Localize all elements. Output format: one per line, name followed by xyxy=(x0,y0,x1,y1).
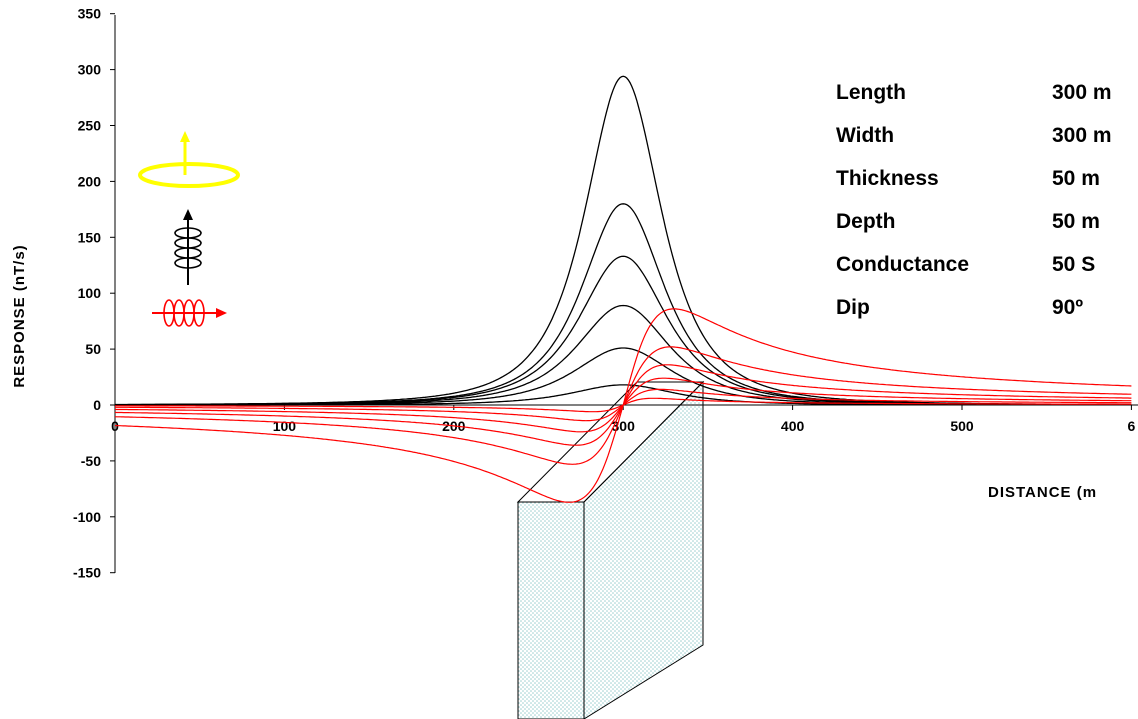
x-tick-label: 6 xyxy=(1128,418,1136,434)
y-tick-label: -50 xyxy=(81,453,101,469)
param-width-value: 300 m xyxy=(1052,124,1112,147)
param-thickness-value: 50 m xyxy=(1052,167,1100,190)
conductor-block xyxy=(516,380,705,719)
y-tick-label: -100 xyxy=(73,509,101,525)
conductor-side-face xyxy=(583,380,704,719)
vertical-coil-icon xyxy=(174,209,202,285)
vertical-curve xyxy=(115,255,1132,406)
param-dip-name: Dip xyxy=(836,296,870,319)
y-tick-label: 100 xyxy=(78,285,102,301)
param-length-name: Length xyxy=(836,81,906,104)
y-axis: 350 300 250 200 150 100 50 0 -50 -100 -150 xyxy=(73,6,116,581)
horizontal-component-curves xyxy=(114,308,1132,503)
x-tick-label: 300 xyxy=(612,418,636,434)
y-tick-label: 200 xyxy=(78,173,102,189)
param-depth-value: 50 m xyxy=(1052,210,1100,233)
horizontal-curve xyxy=(115,397,1132,413)
transmitter-loop-icon xyxy=(138,131,240,188)
param-length-value: 300 m xyxy=(1052,81,1112,104)
x-tick-label: 100 xyxy=(273,418,297,434)
y-tick-label: -150 xyxy=(73,565,101,581)
y-tick-label: 50 xyxy=(85,341,101,357)
param-dip-value: 90º xyxy=(1052,296,1083,319)
param-width-name: Width xyxy=(836,124,894,147)
y-axis-title: RESPONSE (nT/s) xyxy=(11,244,28,387)
vertical-curve xyxy=(115,384,1132,406)
conductor-front-face xyxy=(517,501,585,719)
y-tick-label: 0 xyxy=(93,397,101,413)
vertical-curve xyxy=(115,75,1132,406)
vertical-curve xyxy=(115,203,1132,406)
vertical-component-curves xyxy=(115,75,1132,406)
y-tick-label: 350 xyxy=(78,6,102,22)
y-tick-label: 250 xyxy=(78,118,102,134)
x-axis: 0 100 200 300 400 500 6 xyxy=(111,404,1138,434)
parameter-table: Length 300 m Width 300 m Thickness 50 m … xyxy=(836,81,1112,319)
y-tick-label: 150 xyxy=(78,229,102,245)
y-tick-label: 300 xyxy=(78,62,102,78)
x-tick-label: 500 xyxy=(950,418,974,434)
param-conductance-value: 50 S xyxy=(1052,253,1095,276)
x-tick-label: 400 xyxy=(781,418,805,434)
param-conductance-name: Conductance xyxy=(836,253,969,276)
horizontal-coil-icon xyxy=(152,299,227,327)
x-axis-title: DISTANCE (m xyxy=(988,484,1097,501)
param-thickness-name: Thickness xyxy=(836,167,939,190)
param-depth-name: Depth xyxy=(836,210,896,233)
